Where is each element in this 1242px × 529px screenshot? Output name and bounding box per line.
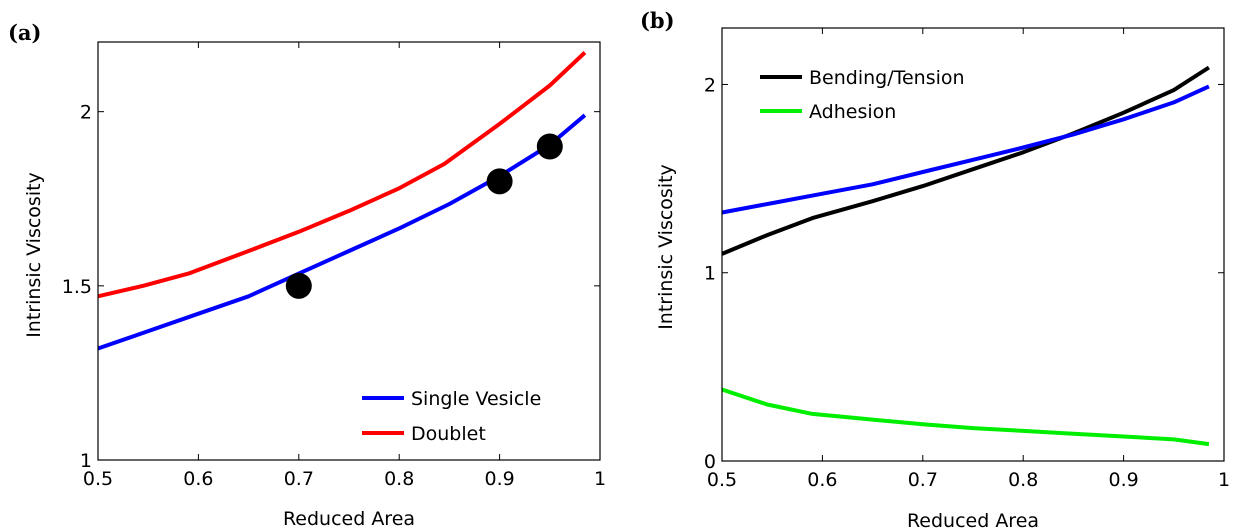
panel-b: (b) Reduced Area Intrinsic Viscosity 0.5… — [640, 8, 1230, 529]
x-tick-label: 1 — [594, 468, 606, 490]
data-point — [536, 133, 563, 160]
legend-label-doublet: Doublet — [411, 423, 486, 445]
series-line-bending-tension — [721, 65, 1210, 256]
panel-a-label: (a) — [8, 20, 41, 45]
x-tick-label: 0.6 — [183, 468, 213, 490]
series-line-unlabeled-1 — [721, 84, 1210, 215]
panel-a-y-axis-label: Intrinsic Viscosity — [23, 172, 45, 338]
y-tick-label: 2 — [80, 102, 92, 124]
legend-label-adhesion: Adhesion — [809, 101, 896, 123]
data-point — [285, 272, 312, 299]
y-tick-label: 0 — [704, 451, 716, 473]
panel-a: (a) Reduced Area Intrinsic Viscosity 0.5… — [8, 20, 606, 529]
panel-a-legend: Single Vesicle Doublet — [362, 388, 541, 445]
panel-b-label: (b) — [640, 8, 675, 33]
x-tick-label: 0.9 — [484, 468, 514, 490]
panel-a-plot-frame — [97, 41, 601, 461]
legend-label-single-vesicle: Single Vesicle — [411, 388, 541, 410]
x-tick-label: 0.5 — [707, 469, 737, 491]
panel-b-x-axis-label: Reduced Area — [907, 510, 1039, 529]
series-line-adhesion — [721, 387, 1210, 447]
x-tick-label: 1 — [1218, 469, 1230, 491]
panel-b-y-axis-label: Intrinsic Viscosity — [655, 164, 677, 330]
x-tick-label: 0.9 — [1108, 469, 1138, 491]
panel-a-x-axis-label: Reduced Area — [283, 508, 415, 529]
data-point — [486, 168, 513, 195]
series-line-doublet — [97, 51, 587, 299]
x-tick-label: 0.7 — [908, 469, 938, 491]
x-tick-label: 0.8 — [384, 468, 414, 490]
legend-label-bending-tension: Bending/Tension — [809, 67, 965, 89]
y-tick-label: 1.5 — [62, 276, 92, 298]
series-line-single-vesicle — [97, 113, 587, 351]
x-tick-label: 0.6 — [807, 469, 837, 491]
x-tick-label: 0.8 — [1008, 469, 1038, 491]
x-tick-label: 0.7 — [284, 468, 314, 490]
y-tick-label: 1 — [80, 450, 92, 472]
y-tick-label: 1 — [704, 263, 716, 285]
panel-b-legend: Bending/Tension Adhesion — [760, 67, 965, 123]
y-tick-label: 2 — [704, 74, 716, 96]
panel-b-plot-frame — [721, 27, 1225, 462]
x-tick-label: 0.5 — [83, 468, 113, 490]
